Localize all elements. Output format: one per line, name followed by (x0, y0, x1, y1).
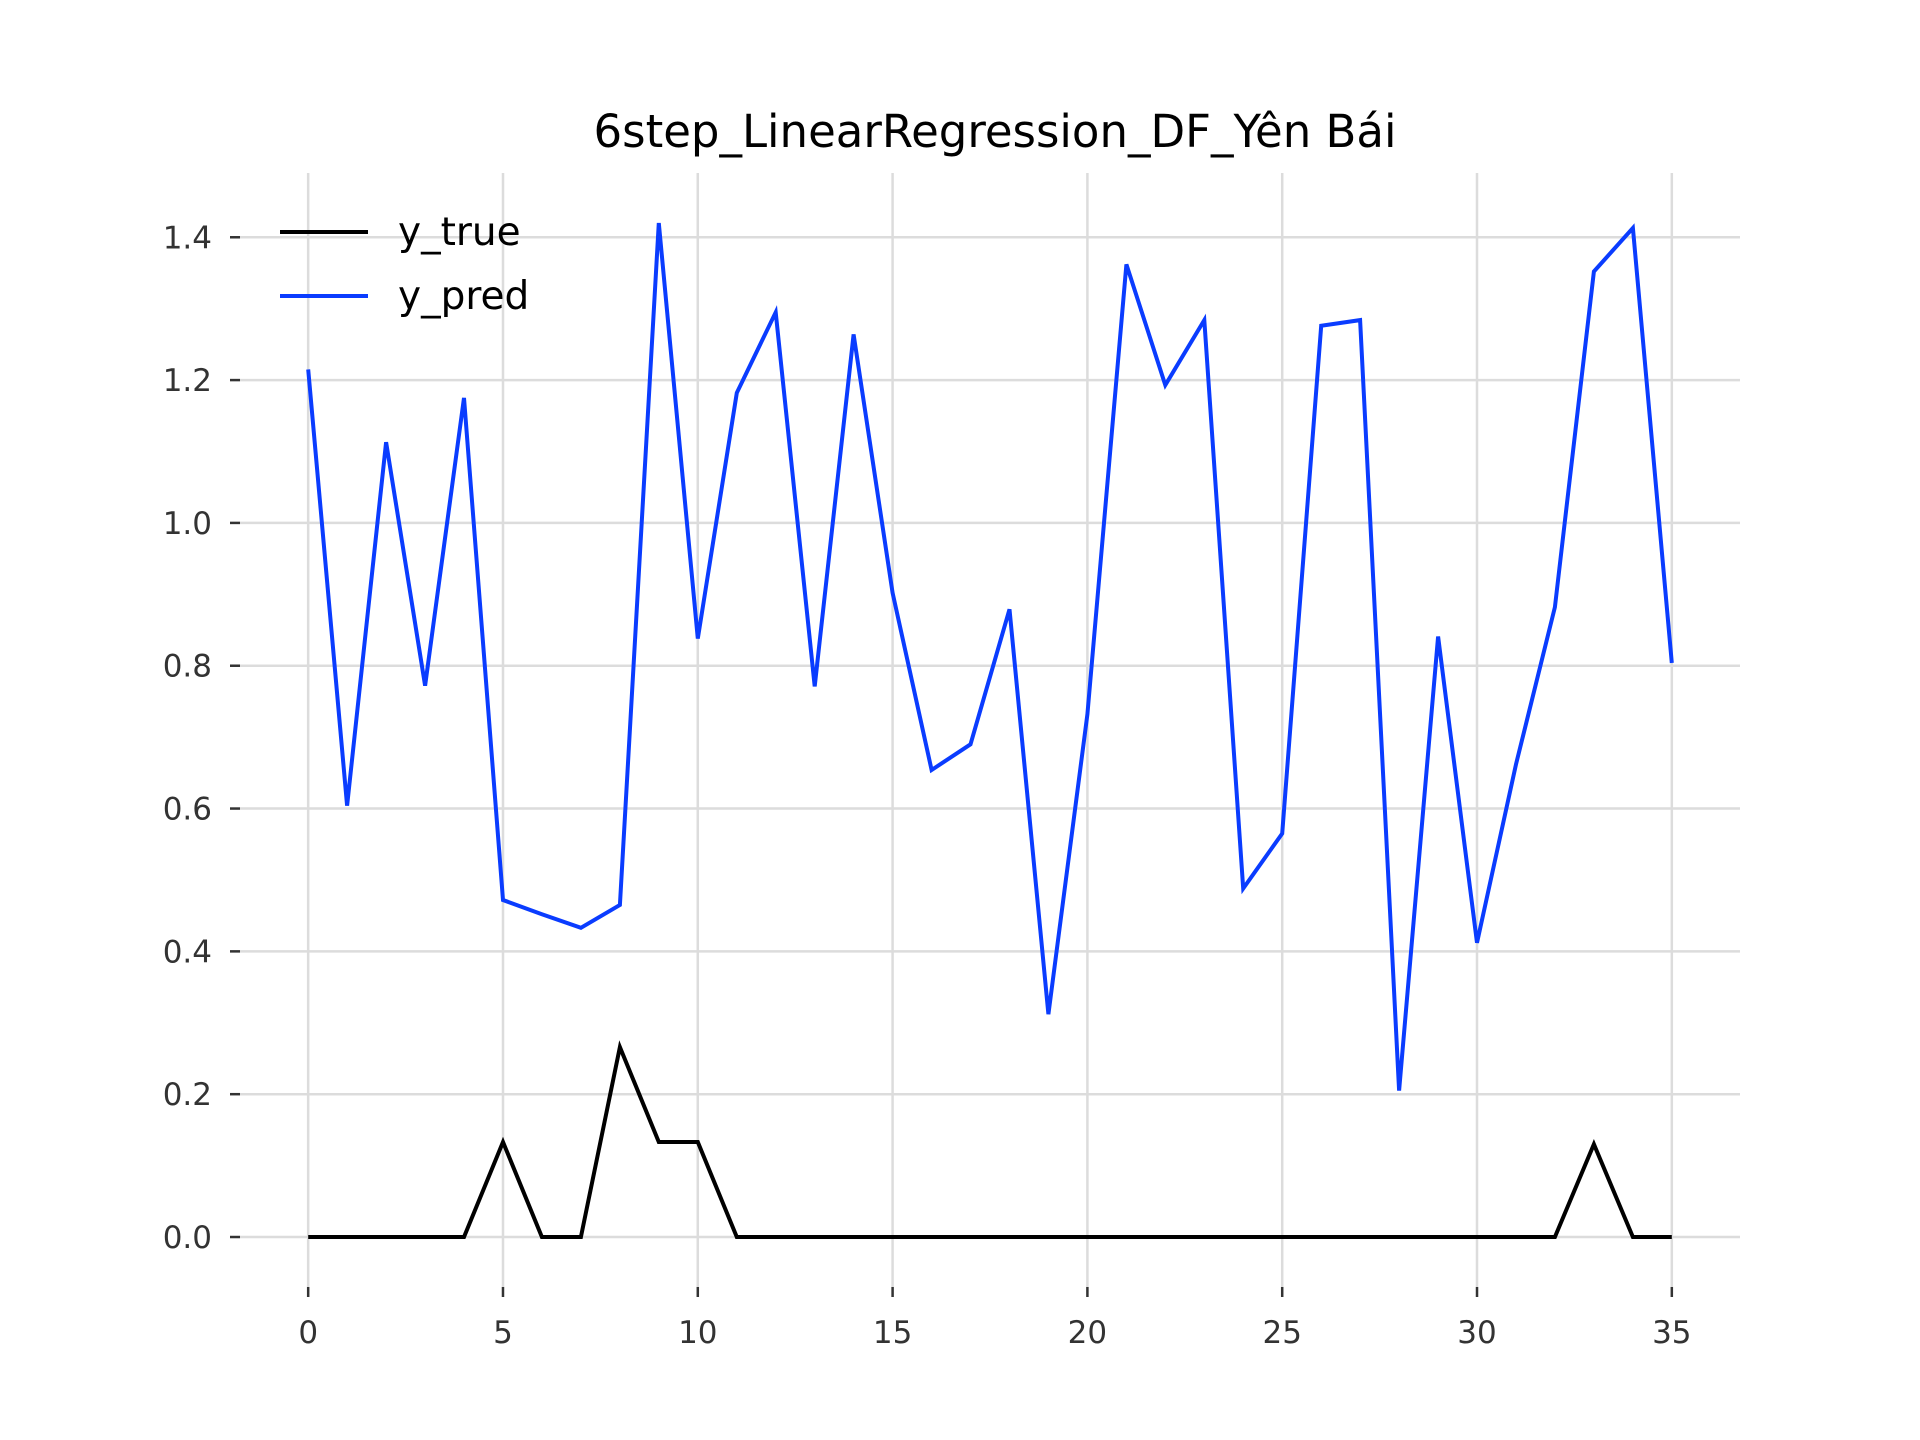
x-tick-label-5: 5 (493, 1315, 513, 1351)
x-tick-label-10: 10 (678, 1315, 717, 1351)
series-line-y-pred (306, 222, 1674, 1091)
x-tick-label-20: 20 (1068, 1315, 1107, 1351)
y-tick-label-5: 1.0 (163, 506, 212, 542)
axis-ticks: 0 5 10 15 20 25 30 35 0.0 0.2 0.4 0.6 0.8 1.0 1.2 1.4 (163, 220, 1692, 1351)
x-tick-label-35: 35 (1652, 1315, 1691, 1351)
legend: y_true y_pred (280, 210, 529, 319)
legend-label-y-true: y_true (398, 210, 521, 255)
x-tick-label-30: 30 (1457, 1315, 1496, 1351)
y-tick-label-2: 0.4 (163, 934, 212, 970)
y-tick-label-3: 0.6 (163, 792, 212, 828)
y-tick-label-6: 1.2 (163, 363, 212, 399)
legend-label-y-pred: y_pred (398, 274, 529, 319)
y-tick-label-1: 0.2 (163, 1077, 212, 1113)
series-lines (306, 222, 1674, 1239)
chart-title: 6step_LinearRegression_DF_Yên Bái (594, 105, 1397, 158)
y-tick-label-7: 1.4 (163, 220, 212, 256)
series-line-y-true (308, 1040, 1672, 1239)
y-tick-label-4: 0.8 (163, 649, 212, 685)
x-tick-label-25: 25 (1262, 1315, 1301, 1351)
x-tick-label-15: 15 (873, 1315, 912, 1351)
y-tick-label-0: 0.0 (163, 1220, 212, 1256)
grid (240, 173, 1740, 1287)
x-tick-label-0: 0 (298, 1315, 318, 1351)
